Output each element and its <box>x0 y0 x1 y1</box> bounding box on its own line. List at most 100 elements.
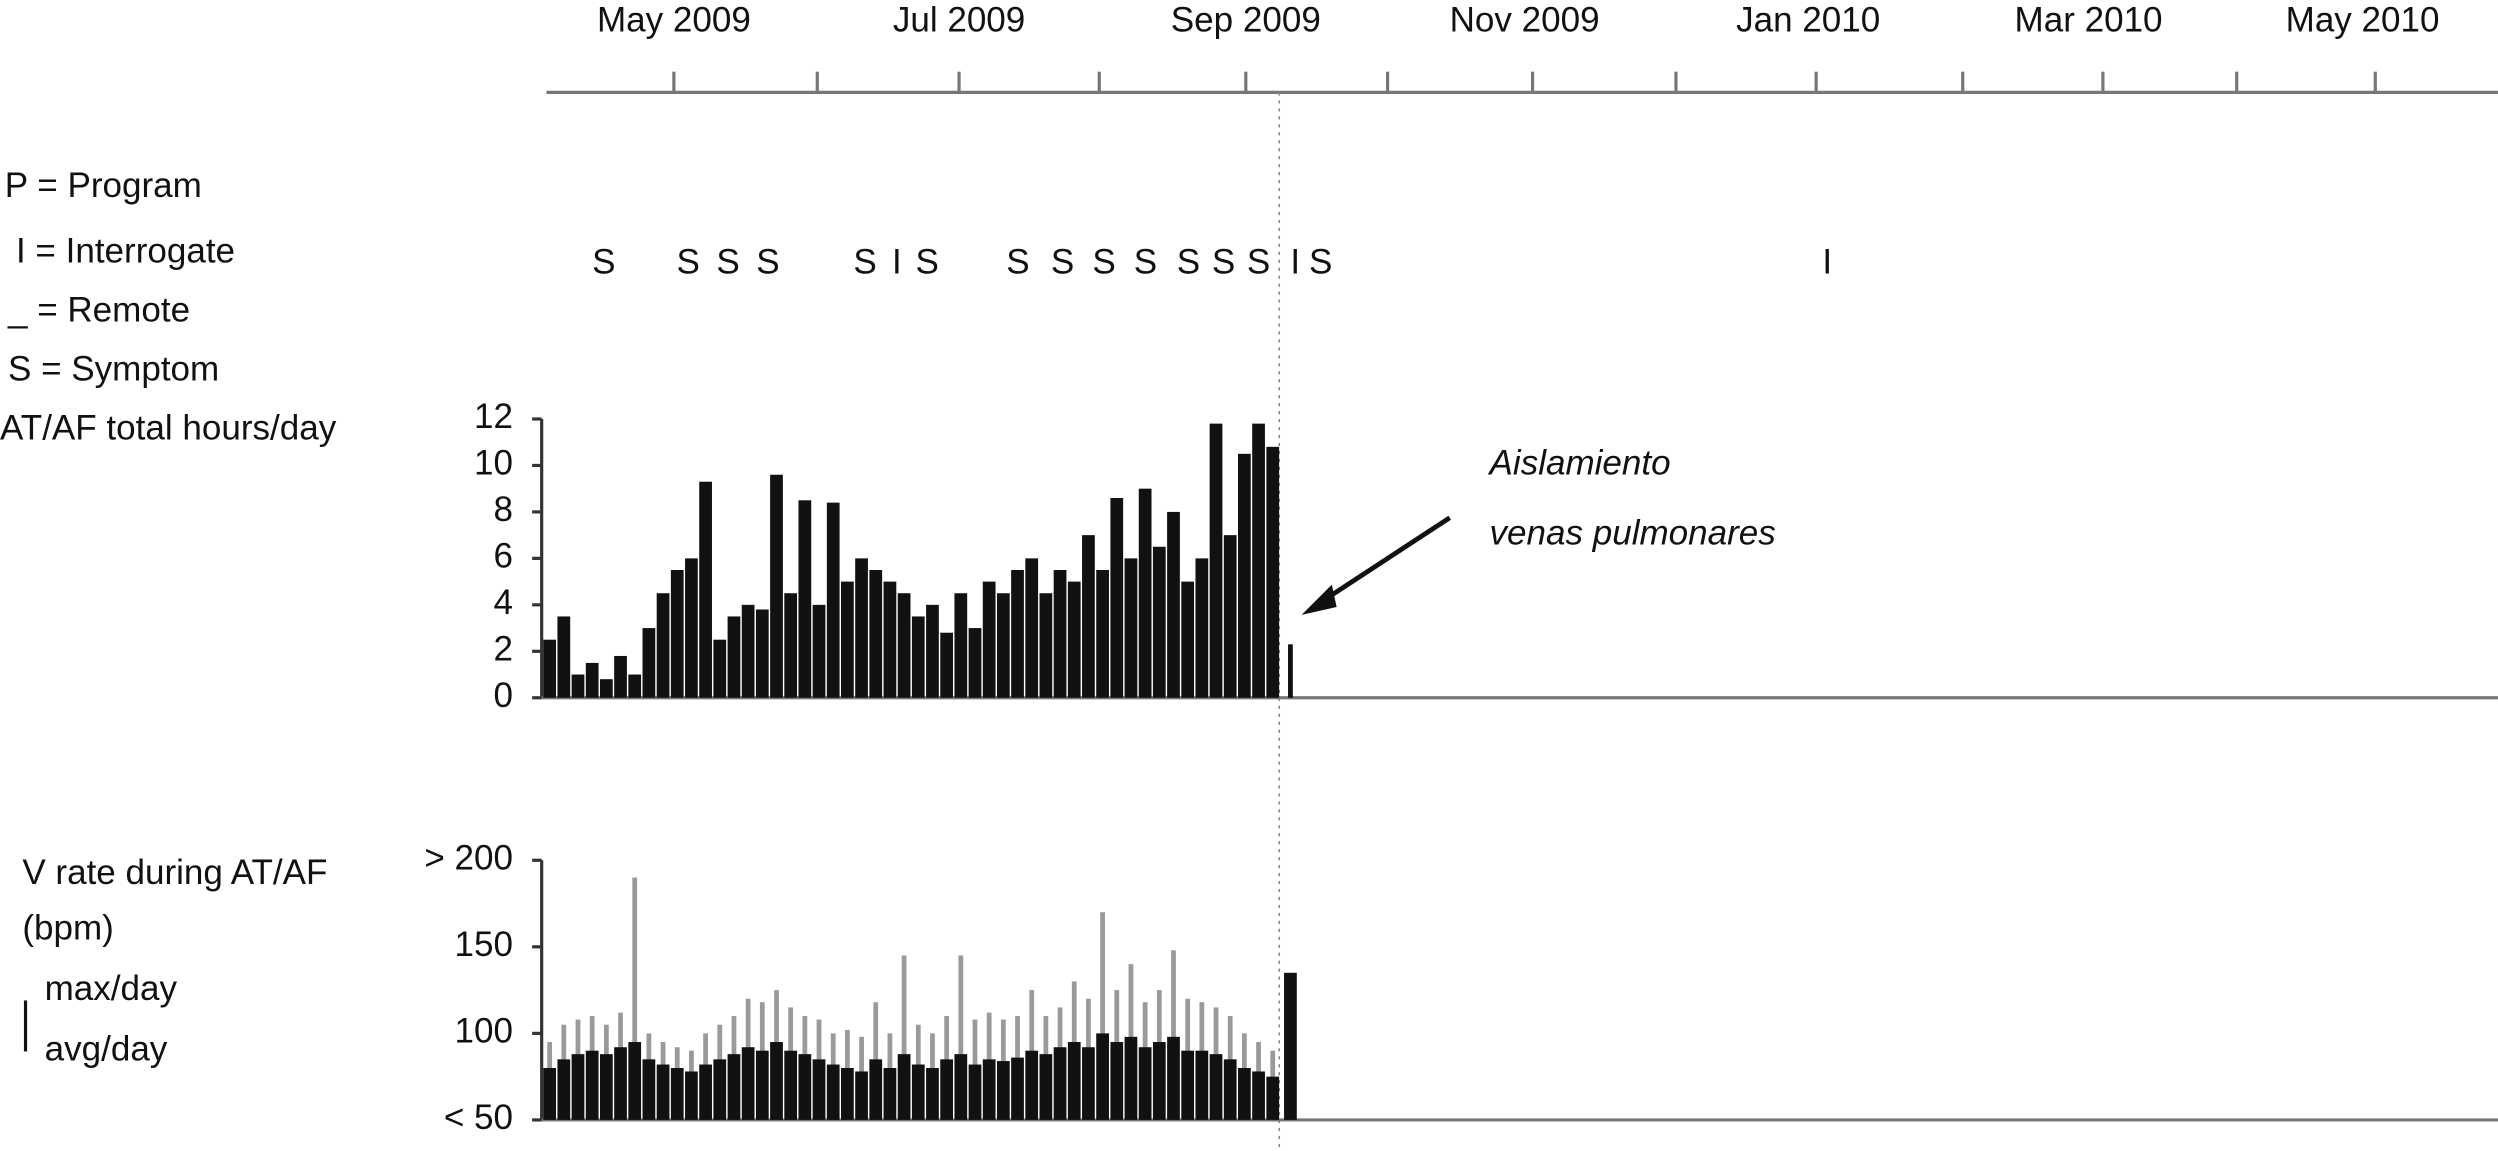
annotation: Aislamiento <box>1488 443 1671 482</box>
bar <box>954 1054 968 1120</box>
bar <box>1195 1050 1209 1120</box>
bar <box>1082 535 1095 698</box>
bar <box>1011 569 1024 698</box>
bar <box>1124 1036 1138 1120</box>
bar <box>741 604 755 698</box>
bar <box>1288 644 1293 698</box>
event-marker: S <box>853 243 876 282</box>
bar <box>585 662 599 698</box>
bar <box>1181 1050 1195 1120</box>
bar <box>812 1059 826 1120</box>
event-marker: S <box>677 243 700 282</box>
y-tick-label: 0 <box>494 676 513 715</box>
bar <box>1011 1057 1024 1120</box>
bar <box>841 581 854 698</box>
bar <box>982 1059 996 1120</box>
y-tick-label: 150 <box>455 925 513 964</box>
y-axis-label: (bpm) <box>22 909 113 948</box>
bar <box>926 604 939 698</box>
bar <box>996 593 1010 698</box>
bar <box>940 632 954 698</box>
bar <box>869 569 883 698</box>
legend-entry: max/day <box>45 969 178 1008</box>
event-marker: I <box>1822 243 1832 282</box>
bar <box>614 1047 627 1120</box>
bar <box>911 1064 925 1120</box>
bar <box>968 1064 982 1120</box>
bar <box>1110 1042 1124 1120</box>
bar <box>543 639 557 698</box>
bar <box>841 1068 854 1120</box>
bar <box>727 616 741 698</box>
y-tick-label: 2 <box>494 630 513 669</box>
bar <box>883 1068 897 1120</box>
bar <box>1152 1042 1166 1120</box>
bar <box>656 593 670 698</box>
bar <box>1025 558 1039 698</box>
bar <box>897 593 911 698</box>
bar <box>1284 972 1297 1120</box>
y-tick-label: 100 <box>455 1012 513 1051</box>
time-label: Mar 2010 <box>2015 1 2163 40</box>
bar <box>982 581 996 698</box>
bar <box>670 1068 684 1120</box>
bar <box>699 481 712 698</box>
y-tick-label: 4 <box>494 583 513 622</box>
bar <box>1053 1047 1067 1120</box>
bar <box>996 1061 1010 1120</box>
bar <box>543 1068 557 1120</box>
bar <box>1195 558 1209 698</box>
event-marker: S <box>1309 243 1332 282</box>
bar <box>642 628 656 698</box>
bar <box>628 1042 642 1120</box>
y-tick-label: 8 <box>494 490 513 529</box>
y-tick-label: 6 <box>494 537 513 576</box>
bar <box>1124 558 1138 698</box>
time-label: Jul 2009 <box>893 1 1025 40</box>
bar <box>628 674 642 698</box>
bar <box>855 558 868 698</box>
bar <box>770 1042 783 1120</box>
bar <box>1167 511 1180 698</box>
event-marker: S <box>916 243 939 282</box>
bar <box>713 639 727 698</box>
event-marker: S <box>716 243 739 282</box>
y-tick-label: > 200 <box>424 839 513 878</box>
bar <box>855 1071 868 1120</box>
bar <box>958 955 964 1120</box>
bar <box>1238 1068 1251 1120</box>
bar <box>1223 535 1237 698</box>
time-label: May 2010 <box>2286 1 2440 40</box>
bar <box>755 609 769 698</box>
bar <box>1039 593 1053 698</box>
bar <box>901 955 907 1120</box>
bar <box>1025 1050 1039 1120</box>
bar <box>869 1059 883 1120</box>
bar <box>883 581 897 698</box>
bar <box>557 1059 571 1120</box>
bar <box>954 593 968 698</box>
bar <box>897 1054 911 1120</box>
bar <box>826 502 840 698</box>
y-axis-label: V rate during AT/AF <box>22 853 327 892</box>
bar <box>741 1047 755 1120</box>
event-marker: S <box>1092 243 1115 282</box>
event-marker: S <box>592 243 615 282</box>
event-marker: S <box>1247 243 1270 282</box>
bar <box>1096 569 1109 698</box>
time-label: Sep 2009 <box>1171 1 1321 40</box>
bar <box>826 1064 840 1120</box>
bar <box>1067 581 1081 698</box>
bar <box>632 877 638 1120</box>
bar <box>1181 581 1195 698</box>
bar <box>784 593 798 698</box>
legend-entry: avg/day <box>45 1030 168 1069</box>
bar <box>1067 1042 1081 1120</box>
bar <box>557 616 571 698</box>
event-marker: S <box>1006 243 1029 282</box>
bar <box>926 1068 939 1120</box>
bar <box>642 1059 656 1120</box>
bar <box>1171 950 1176 1120</box>
legend-entry: P = Program <box>5 166 202 205</box>
